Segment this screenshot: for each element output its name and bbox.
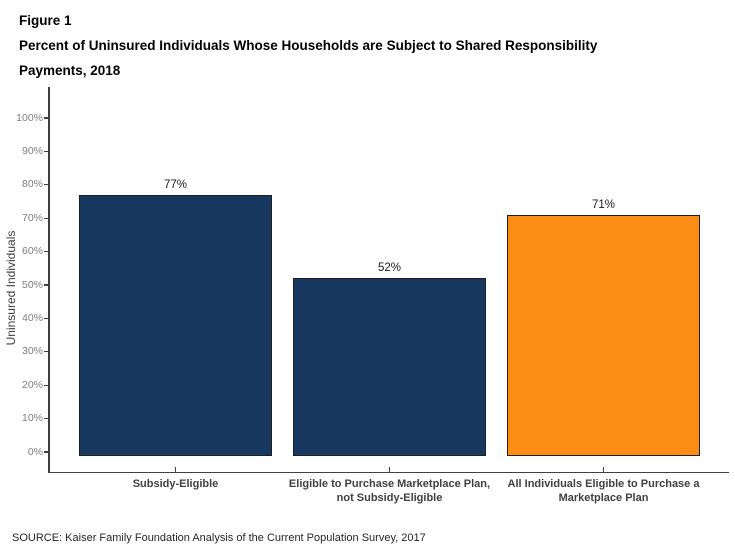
y-tick-mark xyxy=(44,317,48,319)
bar xyxy=(507,214,700,457)
category-label-line: All Individuals Eligible to Purchase a xyxy=(507,478,700,490)
bar xyxy=(79,194,272,457)
bar-value-label: 52% xyxy=(377,262,402,275)
y-tick-label: 70% xyxy=(21,211,43,224)
category-label: Subsidy-Eligible xyxy=(56,478,296,492)
y-tick-label: 50% xyxy=(21,278,43,291)
y-tick-mark xyxy=(44,451,48,453)
category-label: Eligible to Purchase Marketplace Plan, no… xyxy=(270,478,510,505)
y-tick-mark xyxy=(44,384,48,386)
x-axis-line xyxy=(48,471,729,473)
y-tick-mark xyxy=(44,251,48,253)
y-tick-label: 0% xyxy=(27,445,43,458)
category-label-line: not Subsidy-Eligible xyxy=(336,491,443,504)
category-label-line: Eligible to Purchase Marketplace Plan, xyxy=(288,478,491,490)
x-tick-mark xyxy=(174,467,177,472)
category-label-line: Marketplace Plan xyxy=(558,491,649,504)
y-tick-label: 10% xyxy=(21,412,43,425)
y-tick-label: 90% xyxy=(21,144,43,157)
y-tick-label: 20% xyxy=(21,378,43,391)
bar xyxy=(293,278,486,457)
y-tick-label: 60% xyxy=(21,245,43,258)
y-tick-label: 100% xyxy=(16,111,43,124)
category-label: All Individuals Eligible to Purchase a Ma… xyxy=(484,478,724,505)
y-tick-mark xyxy=(44,117,48,119)
x-tick-mark xyxy=(388,467,391,472)
figure-label: Figure 1 xyxy=(19,13,72,28)
y-tick-mark xyxy=(44,284,48,286)
figure-title-block: Figure 1 Percent of Uninsured Individual… xyxy=(19,8,597,83)
bar-value-label: 77% xyxy=(163,178,188,191)
y-tick-label: 30% xyxy=(21,345,43,358)
y-tick-mark xyxy=(44,351,48,353)
bar-value-label: 71% xyxy=(591,198,616,211)
y-tick-mark xyxy=(44,150,48,152)
y-tick-label: 80% xyxy=(21,178,43,191)
figure-title-line-1: Percent of Uninsured Individuals Whose H… xyxy=(19,38,598,53)
y-tick-mark xyxy=(44,418,48,420)
source-note: SOURCE: Kaiser Family Foundation Analysi… xyxy=(12,532,426,544)
figure-title-line-2: Payments, 2018 xyxy=(19,63,121,78)
category-label-line: Subsidy-Eligible xyxy=(132,478,219,490)
x-tick-mark xyxy=(602,467,605,472)
y-axis-line xyxy=(48,87,50,473)
y-tick-label: 40% xyxy=(21,311,43,324)
y-tick-mark xyxy=(44,184,48,186)
y-tick-mark xyxy=(44,217,48,219)
